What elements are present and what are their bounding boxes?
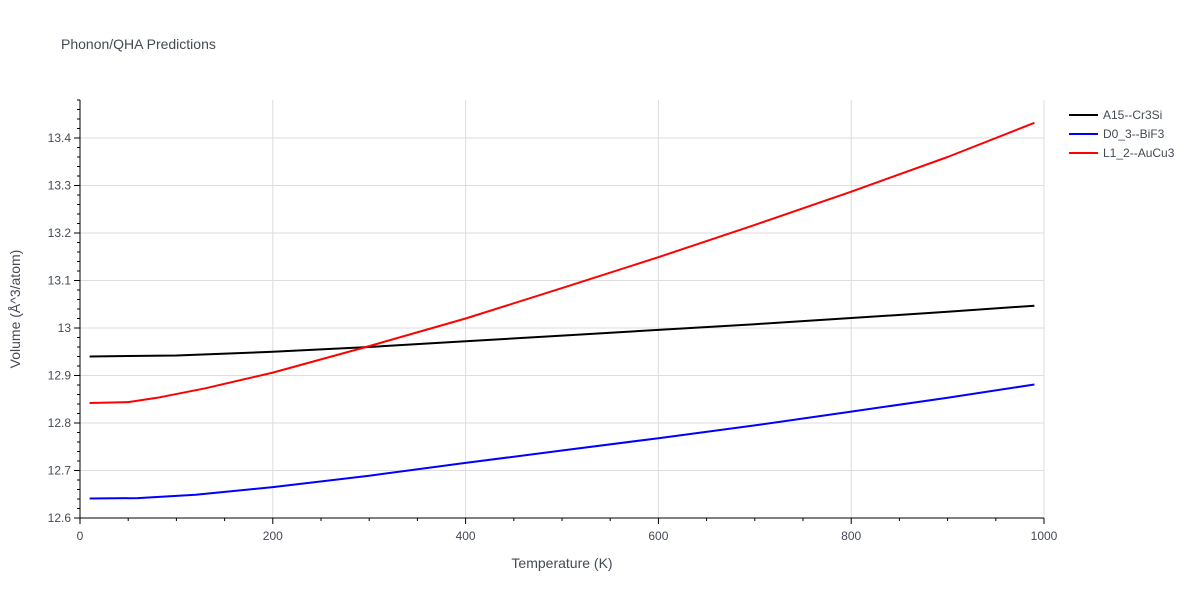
axes: 0 200 400 600 800 1000 12.6 12.7 12.8 12.9 13 13.1 1… bbox=[48, 99, 1058, 543]
series-lines bbox=[89, 121, 1035, 500]
x-tick-label: 200 bbox=[263, 529, 283, 543]
y-axis-title: Volume (Å^3/atom) bbox=[7, 250, 23, 369]
legend-item-l1-2-aucu3[interactable]: L1_2--AuCu3 bbox=[1069, 146, 1175, 160]
x-axis-title: Temperature (K) bbox=[511, 555, 612, 571]
x-tick-label: 0 bbox=[77, 529, 84, 543]
chart-title: Phonon/QHA Predictions bbox=[61, 36, 216, 52]
y-tick-label: 12.8 bbox=[48, 416, 72, 430]
legend[interactable]: A15--Cr3Si D0_3--BiF3 L1_2--AuCu3 bbox=[1069, 108, 1175, 160]
x-tick-label: 400 bbox=[456, 529, 476, 543]
legend-item-a15-cr3si[interactable]: A15--Cr3Si bbox=[1069, 108, 1162, 122]
y-tick-label: 13 bbox=[58, 321, 72, 335]
legend-label: L1_2--AuCu3 bbox=[1103, 146, 1175, 160]
x-tick-label: 800 bbox=[841, 529, 861, 543]
y-tick-label: 12.7 bbox=[48, 464, 72, 478]
y-tick-label: 12.6 bbox=[48, 511, 72, 525]
y-tick-label: 13.4 bbox=[48, 131, 72, 145]
x-tick-label: 600 bbox=[648, 529, 668, 543]
legend-label: D0_3--BiF3 bbox=[1103, 127, 1165, 141]
legend-item-d0-3-bif3[interactable]: D0_3--BiF3 bbox=[1069, 127, 1165, 141]
y-tick-label: 13.1 bbox=[48, 274, 72, 288]
x-tick-label: 1000 bbox=[1031, 529, 1058, 543]
series-line-a15-cr3si bbox=[89, 304, 1035, 358]
series-line-l1-2-aucu3 bbox=[89, 121, 1035, 404]
grid-lines bbox=[80, 100, 1045, 518]
series-line-d0-3-bif3 bbox=[89, 383, 1035, 500]
legend-label: A15--Cr3Si bbox=[1103, 108, 1162, 122]
y-tick-label: 13.3 bbox=[48, 179, 72, 193]
y-tick-label: 12.9 bbox=[48, 369, 72, 383]
y-tick-label: 13.2 bbox=[48, 226, 72, 240]
